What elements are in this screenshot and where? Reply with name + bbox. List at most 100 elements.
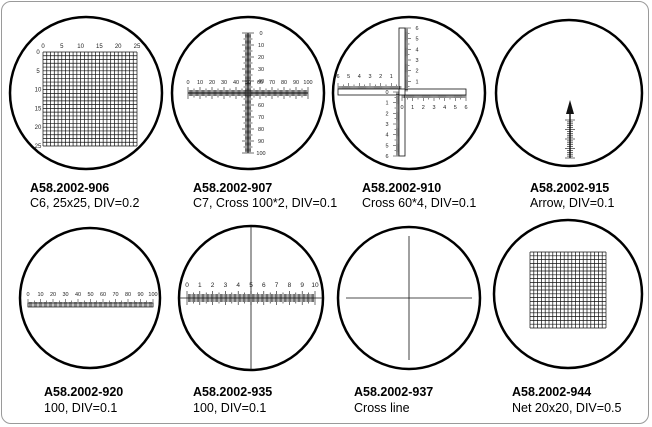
scale-label: 0	[26, 292, 29, 298]
scale-label: 25	[35, 144, 42, 150]
reticle-circle	[494, 18, 644, 168]
scale-label: 70	[269, 80, 275, 86]
scale-label: 15	[35, 106, 42, 112]
scale-label: 20	[50, 292, 56, 298]
scale-label: 5	[347, 74, 350, 80]
cross-bar	[337, 88, 467, 96]
scale-label: 3	[368, 74, 371, 80]
scale-label: 80	[125, 292, 131, 298]
scale-label: 10	[77, 44, 84, 50]
reticle-cross-scale: 0102030405060708090100010203040607080901…	[170, 15, 326, 171]
item-code: A58.2002-915	[530, 181, 610, 195]
scale-label: 20	[209, 80, 215, 86]
scale-label: 90	[293, 80, 299, 86]
scale-label: 80	[281, 80, 287, 86]
reticle-linear-scale: 0 10 20 30 40 50 60 70 80 90 100	[18, 226, 162, 370]
item-description: 100, DIV=0.1	[193, 401, 267, 415]
scale-label: 40	[75, 292, 81, 298]
scale-label: 6	[385, 154, 388, 160]
scale-label: 4	[443, 105, 446, 111]
scale-label: 100	[303, 80, 312, 86]
scale-label: 5	[36, 69, 40, 75]
scale-label: 4	[385, 133, 388, 139]
scale-label: 6	[336, 74, 339, 80]
scale-label: 1	[198, 282, 202, 289]
reticle-circle	[170, 15, 326, 171]
scale-label: 5	[454, 105, 457, 111]
reticle-grid-20x20	[492, 218, 644, 370]
scale-label: 0	[259, 31, 262, 37]
reticle-circle	[492, 218, 644, 370]
scale-label: 70	[112, 292, 118, 298]
scale-label: 0	[41, 44, 45, 50]
item-description: C6, 25x25, DIV=0.2	[30, 196, 140, 210]
scale-label: 1	[390, 74, 393, 80]
scale-label: 10	[258, 43, 264, 49]
scale-label: 60	[258, 103, 264, 109]
item-code: A58.2002-910	[362, 181, 442, 195]
reticle-circle	[336, 225, 482, 371]
scale-label: 0	[186, 80, 189, 86]
scale-label: 10	[197, 80, 203, 86]
scale-label: 50	[87, 292, 93, 298]
scale-label: 5	[60, 44, 64, 50]
reticle-arrow	[494, 18, 644, 168]
scale-label: 6	[262, 282, 266, 289]
item-description: C7, Cross 100*2, DIV=0.1	[193, 196, 338, 210]
scale-label: 20	[115, 44, 122, 50]
scale-label: 90	[258, 139, 264, 145]
item-code: A58.2002-907	[193, 181, 273, 195]
scale-label: 2	[415, 69, 418, 75]
scale-label: 80	[258, 127, 264, 133]
item-code: A58.2002-937	[354, 385, 434, 399]
scale-label: 3	[432, 105, 435, 111]
scale-label: 60	[100, 292, 106, 298]
scale-label: 6	[464, 105, 467, 111]
scale-label: 1	[415, 79, 418, 85]
scale-label: 30	[258, 67, 264, 73]
scale-label: 7	[275, 282, 279, 289]
scale-label: 40	[258, 79, 264, 85]
item-description: 100, DIV=0.1	[44, 401, 118, 415]
cross-bar	[398, 27, 406, 157]
arrow-head	[566, 100, 574, 114]
reticle-circle	[18, 226, 162, 370]
scale-label: 8	[288, 282, 292, 289]
reticle-circle	[8, 15, 164, 171]
scale-label: 5	[249, 282, 253, 289]
scale-label: 0	[185, 282, 189, 289]
scale-label: 0	[36, 50, 40, 56]
scale-label: 25	[134, 44, 141, 50]
item-description: Arrow, DIV=0.1	[530, 196, 615, 210]
scale-label: 1	[385, 101, 388, 107]
reticle-circle	[331, 15, 487, 171]
scale-label: 3	[224, 282, 228, 289]
scale-label: 3	[385, 122, 388, 128]
item-description: Cross 60*4, DIV=0.1	[362, 196, 477, 210]
item-code: A58.2002-935	[193, 385, 273, 399]
scale-label: 40	[233, 80, 239, 86]
scale-label: 90	[137, 292, 143, 298]
scale-label: 15	[96, 44, 103, 50]
scale-label: 2	[211, 282, 215, 289]
scale-label: 20	[258, 55, 264, 61]
scale-label: 2	[422, 105, 425, 111]
scale-label: 30	[62, 292, 68, 298]
scale-label: 2	[385, 111, 388, 117]
scale-label: 70	[258, 115, 264, 121]
scale-label: 20	[35, 125, 42, 131]
scale-label: 10	[311, 282, 319, 289]
scale-label: 100	[148, 292, 157, 298]
scale-label: 6	[415, 26, 418, 32]
scale-label: 10	[35, 88, 42, 94]
reticle-cross-line	[336, 225, 482, 371]
scale-label: 9	[300, 282, 304, 289]
item-code: A58.2002-944	[512, 385, 592, 399]
scale-label: 60	[257, 80, 263, 86]
scale-label: 0	[385, 90, 388, 96]
item-code: A58.2002-906	[30, 181, 110, 195]
scale-label: 5	[415, 37, 418, 43]
item-description: Net 20x20, DIV=0.5	[512, 401, 622, 415]
reticle-cross-quadrant: 6 6 5 5 4 4 3 3 2 2 1 1 0 0 1 1 2 2 3 3 4 4 5 5 6 6	[331, 15, 487, 171]
